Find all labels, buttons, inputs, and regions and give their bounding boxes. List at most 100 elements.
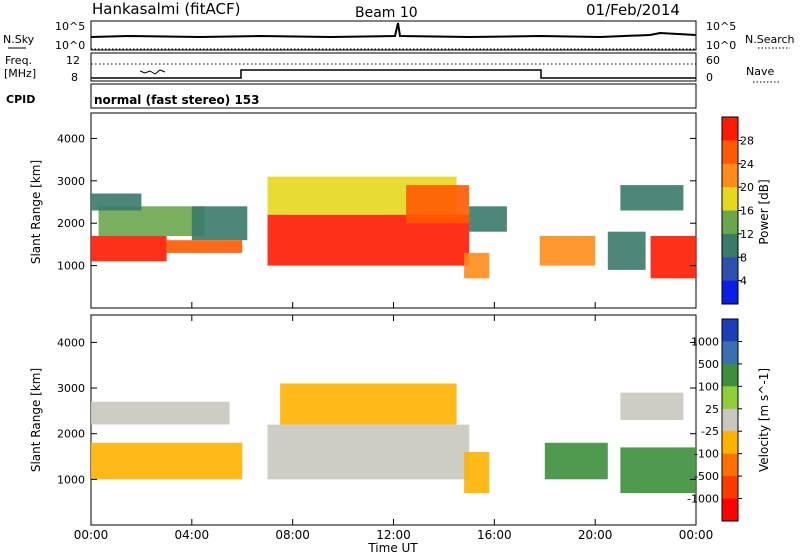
power-colorbar-cell	[722, 257, 738, 282]
nave-label: Nave	[746, 65, 774, 78]
power-region	[98, 206, 205, 236]
nsky-rtop: 10^5	[706, 20, 736, 33]
velocity-data-layer	[91, 383, 696, 494]
power-region	[91, 193, 142, 211]
velocity-colorbar-tick-label: 500	[698, 358, 719, 371]
power-ylabel: Slant Range [km]	[29, 160, 43, 264]
velocity-ylabel: Slant Range [km]	[29, 368, 43, 472]
velocity-region	[91, 401, 230, 425]
velocity-colorbar-cell	[722, 431, 738, 455]
velocity-colorbar-cell	[722, 341, 738, 365]
freq-label-2: [MHz]	[4, 67, 36, 80]
power-colorbar-cell	[722, 117, 738, 141]
power-region	[191, 206, 248, 241]
velocity-colorbar-frame	[721, 318, 739, 522]
velocity-colorbar-tick-label: -1000	[687, 493, 719, 506]
velocity-colorbar-tick-label: 25	[705, 403, 719, 416]
time-tick-label: 00:00	[74, 528, 109, 542]
nave-trace	[91, 69, 696, 79]
time-tick-label: 08:00	[275, 528, 310, 542]
power-yaxis: 1000 2000 3000 4000	[57, 132, 696, 273]
velocity-region	[620, 392, 684, 420]
velocity-region	[280, 383, 457, 425]
cpid-label: CPID	[6, 93, 35, 106]
xaxis-label: Time UT	[367, 541, 418, 554]
power-ytick-label: 4000	[57, 132, 85, 145]
power-colorbar-cell	[722, 210, 738, 235]
nsearch-label: N.Search	[745, 33, 795, 46]
cpid-text: normal (fast stereo) 153	[94, 93, 260, 107]
power-colorbar-cell	[722, 187, 738, 211]
nsky-label: N.Sky	[3, 33, 35, 46]
velocity-ytick-label: 1000	[57, 473, 85, 486]
date-title: 01/Feb/2014	[586, 1, 680, 19]
cpid-frame	[90, 83, 697, 109]
velocity-panel: 1000 2000 3000 4000 Slant Range [km] 1000 50…	[29, 314, 771, 526]
nsky-ybottom: 10^0	[55, 39, 85, 52]
time-tick-label: 20:00	[578, 528, 613, 542]
velocity-region	[267, 424, 470, 480]
velocity-colorbar-cell	[722, 319, 738, 342]
velocity-colorbar-cell	[722, 476, 738, 499]
freq-ybottom: 8	[71, 71, 78, 84]
velocity-ytick-label: 3000	[57, 382, 85, 395]
velocity-colorbar: 1000 500 100 25 -25 -100 -500 -1000	[687, 318, 742, 522]
power-colorbar-tick-label: 4	[740, 275, 747, 288]
freq-rbottom: 0	[706, 71, 713, 84]
power-region	[406, 185, 470, 224]
power-region	[469, 206, 507, 232]
freq-rtop: 60	[706, 54, 720, 67]
power-colorbar-cell	[722, 163, 738, 188]
nsky-ytop: 10^5	[55, 20, 85, 33]
velocity-colorbar-tick-label: 1000	[691, 335, 719, 348]
velocity-yaxis: 1000 2000 3000 4000	[57, 336, 696, 486]
velocity-region	[544, 442, 608, 480]
freq-ytop: 12	[66, 54, 80, 67]
velocity-colorbar-tick-label: -100	[694, 448, 719, 461]
power-region	[650, 235, 696, 279]
power-region	[166, 240, 243, 253]
time-axis: 00:00 04:00 08:00 12:00 16:00 20:00 00:00	[74, 302, 714, 542]
velocity-colorbar-cell	[722, 386, 738, 410]
nsky-trace	[90, 22, 697, 39]
power-colorbar-cell	[722, 280, 738, 305]
velocity-ytick-label: 4000	[57, 336, 85, 349]
freq-jitter	[139, 69, 166, 75]
power-colorbar-cell	[722, 233, 738, 258]
power-panel: 1000 2000 3000 4000 Slant Range [km] 4 8 12 16…	[29, 112, 771, 309]
power-colorbar-tick-label: 16	[740, 205, 754, 218]
velocity-region	[464, 452, 490, 494]
freq-frame	[90, 52, 697, 82]
velocity-ytick-label: 2000	[57, 428, 85, 441]
power-colorbar-tick-label: 28	[740, 134, 754, 147]
power-region	[464, 252, 490, 279]
power-colorbar-tick-label: 8	[740, 251, 747, 264]
velocity-colorbar-cell	[722, 363, 738, 387]
power-colorbar-tick-label: 20	[740, 181, 754, 194]
velocity-colorbar-label: Velocity [m s^-1]	[757, 368, 771, 472]
velocity-colorbar-tick-label: -25	[701, 425, 719, 438]
time-tick-label: 00:00	[679, 528, 714, 542]
power-region	[539, 235, 596, 266]
station-title: Hankasalmi (fitACF)	[92, 0, 240, 18]
power-ytick-label: 1000	[57, 260, 85, 273]
freq-label-1: Freq.	[5, 54, 32, 67]
power-colorbar-label: Power [dB]	[757, 179, 771, 244]
velocity-region	[91, 442, 243, 480]
time-tick-label: 16:00	[477, 528, 512, 542]
time-tick-label: 04:00	[175, 528, 210, 542]
velocity-colorbar-cell	[722, 453, 738, 477]
velocity-region	[620, 447, 696, 494]
velocity-colorbar-tick-label: -500	[694, 470, 719, 483]
power-region	[91, 235, 167, 262]
time-tick-label: 12:00	[376, 528, 411, 542]
power-data-layer	[91, 176, 696, 279]
beam-title: Beam 10	[355, 5, 418, 21]
velocity-colorbar-tick-label: 100	[698, 380, 719, 393]
power-region	[620, 185, 684, 211]
nsky-rbottom: 10^0	[706, 39, 736, 52]
velocity-colorbar-cell	[722, 408, 738, 432]
power-colorbar: 4 8 12 16 20 24 28	[721, 116, 754, 305]
power-colorbar-tick-label: 12	[740, 228, 754, 241]
power-region	[607, 231, 646, 270]
